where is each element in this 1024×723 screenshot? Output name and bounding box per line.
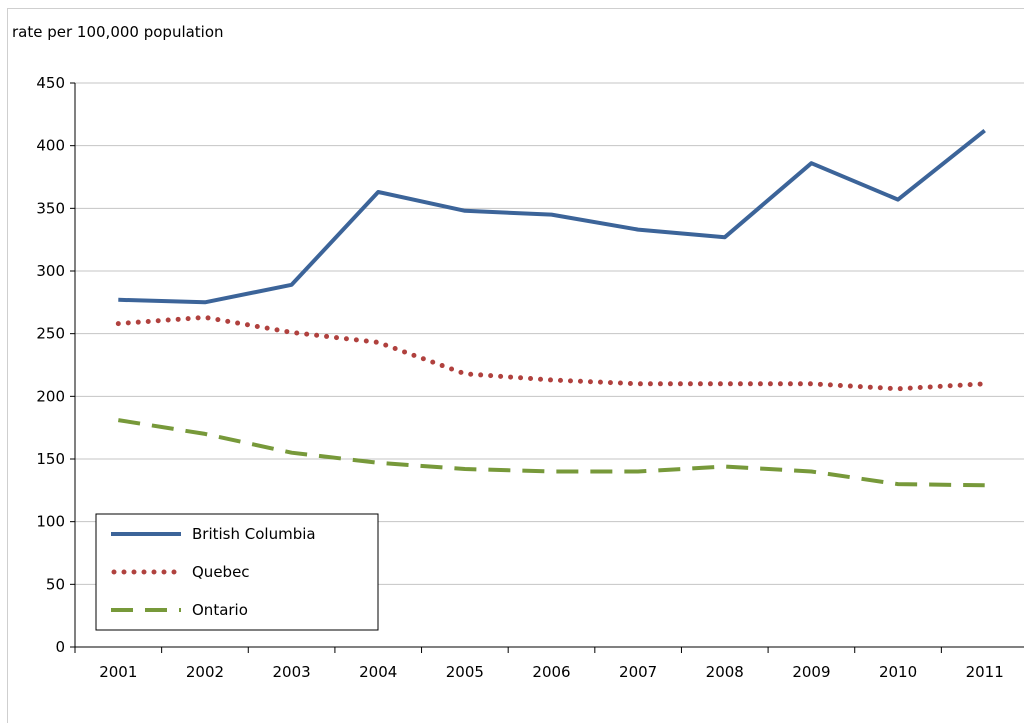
axes [74, 83, 1024, 648]
legend-label: British Columbia [192, 525, 316, 543]
y-tick-label: 450 [36, 74, 65, 92]
x-tick-label: 2004 [359, 663, 397, 681]
y-tick-label: 350 [36, 199, 65, 217]
x-tick-label: 2008 [706, 663, 744, 681]
x-tick-label: 2003 [272, 663, 310, 681]
legend-label: Quebec [192, 563, 250, 581]
x-tick-label: 2006 [532, 663, 570, 681]
series-lines [115, 129, 988, 488]
gridlines [75, 82, 1024, 585]
series-line-british-columbia [118, 129, 986, 305]
series-line-ontario [117, 418, 985, 488]
y-axis-ticks: 0 50 100 150 200 250 300 350 400 450 [36, 74, 75, 656]
x-tick-label: 2009 [792, 663, 830, 681]
x-tick-label: 2005 [446, 663, 484, 681]
x-axis-ticks: 2001 2002 2003 2004 2005 2006 2007 2008 2009 2010… [74, 647, 1004, 681]
y-axis-title: rate per 100,000 population [12, 23, 224, 41]
series-line-quebec [115, 314, 988, 392]
x-tick-label: 2002 [186, 663, 224, 681]
y-tick-label: 50 [46, 575, 65, 593]
x-tick-label: 2011 [966, 663, 1004, 681]
y-tick-label: 300 [36, 262, 65, 280]
x-tick-label: 2001 [99, 663, 137, 681]
y-tick-label: 150 [36, 450, 65, 468]
y-tick-label: 100 [36, 513, 65, 531]
y-tick-label: 200 [36, 387, 65, 405]
y-tick-label: 250 [36, 325, 65, 343]
legend: British Columbia Quebec Ontario [95, 513, 379, 631]
x-tick-label: 2007 [619, 663, 657, 681]
x-tick-label: 2010 [879, 663, 917, 681]
y-tick-label: 400 [36, 137, 65, 155]
y-tick-label: 0 [55, 638, 65, 656]
chart-frame [7, 8, 1024, 723]
legend-label: Ontario [192, 601, 248, 619]
